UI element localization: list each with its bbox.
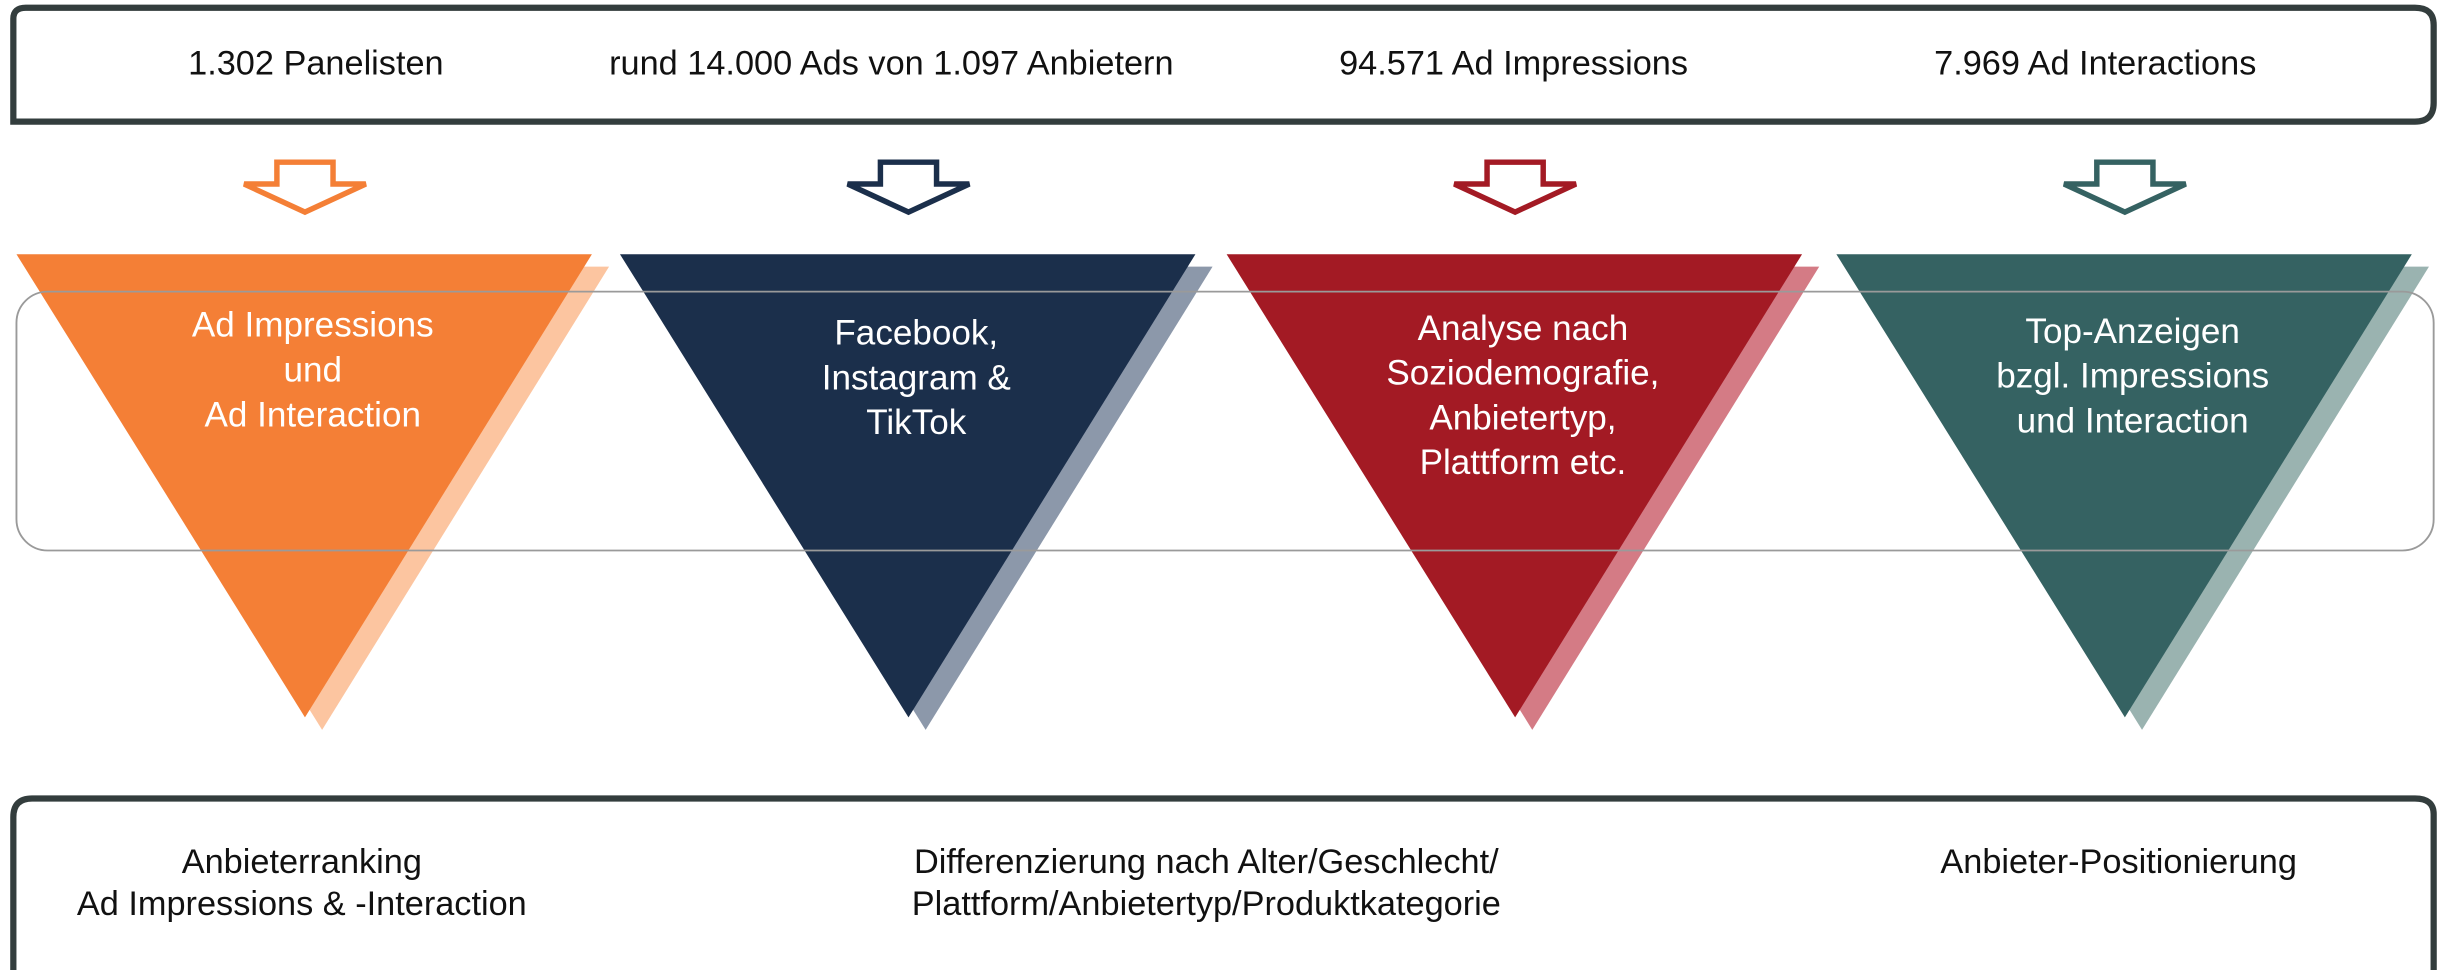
triangle [619, 254, 1196, 718]
funnel-shapes [16, 159, 2429, 730]
outcome-label: Plattform/Anbietertyp/Produktkategorie [912, 885, 1501, 923]
down-arrow [1453, 159, 1578, 216]
down-arrow [846, 159, 971, 216]
top-box [10, 4, 2437, 125]
triangle [16, 254, 592, 718]
band-box [15, 290, 2435, 552]
step-label: TikTok [866, 403, 967, 442]
step-label: Top-Anzeigen [2025, 312, 2240, 351]
step-label: Anbietertyp, [1429, 398, 1616, 437]
step-label: Plattform etc. [1420, 443, 1627, 482]
step-label: und [283, 351, 342, 390]
stat-label: 94.571 Ad Impressions [1339, 45, 1688, 83]
stat-label: rund 14.000 Ads von 1.097 Anbietern [609, 45, 1173, 83]
step-label: Facebook, [834, 314, 998, 353]
step-label: Analyse nach [1418, 309, 1629, 348]
outcome-label: Ad Impressions & -Interaction [77, 885, 527, 923]
triangle [1836, 254, 2412, 718]
down-arrow [2062, 159, 2187, 216]
step-label: Ad Interaction [205, 395, 421, 434]
step-label: Soziodemografie, [1386, 354, 1659, 393]
step-label: und Interaction [2017, 402, 2249, 441]
outcome-label: Anbieterranking [182, 843, 422, 881]
outcome-label: Differenzierung nach Alter/Geschlecht/ [914, 843, 1499, 881]
stat-label: 1.302 Panelisten [188, 45, 444, 83]
stat-label: 7.969 Ad Interactions [1934, 45, 2256, 83]
down-arrow [242, 159, 367, 216]
triangle [1226, 254, 1803, 718]
step-label: Instagram & [822, 358, 1011, 397]
step-label: bzgl. Impressions [1996, 357, 2269, 396]
bottom-box [10, 795, 2437, 970]
outcome-label: Anbieter-Positionierung [1940, 843, 2297, 881]
texts: 1.302 Panelisten rund 14.000 Ads von 1.09… [77, 45, 2297, 924]
step-label: Ad Impressions [192, 306, 434, 345]
